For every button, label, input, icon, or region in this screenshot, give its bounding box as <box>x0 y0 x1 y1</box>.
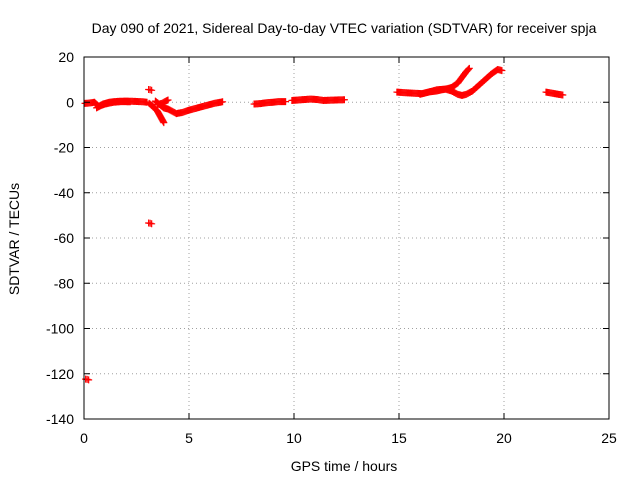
data-layer <box>81 64 567 384</box>
data-point <box>126 98 134 106</box>
x-tick-label: 5 <box>185 430 193 446</box>
y-tick-label: -140 <box>46 411 74 427</box>
axis-layer: 20 0 -20 -40 -60 -80 -100 -120 -140 0 5 10 15 20 25 <box>46 49 617 446</box>
x-axis-label: GPS time / hours <box>291 458 398 474</box>
outlier-point <box>148 220 156 228</box>
grid-layer <box>84 57 609 419</box>
outlier-point <box>82 375 90 383</box>
y-tick-label: -40 <box>54 185 74 201</box>
y-tick-label: 0 <box>66 94 74 110</box>
y-tick-label: 20 <box>58 49 74 65</box>
data-point <box>465 64 473 72</box>
data-point <box>340 96 348 104</box>
plot-frame <box>83 56 610 420</box>
outlier-point <box>145 86 153 94</box>
data-point <box>164 96 172 104</box>
y-tick-label: -80 <box>54 275 74 291</box>
y-tick-label: -20 <box>54 140 74 156</box>
x-tick-label: 25 <box>601 430 617 446</box>
chart-title: Day 090 of 2021, Sidereal Day-to-day VTE… <box>92 20 597 36</box>
y-tick-label: -60 <box>54 230 74 246</box>
outlier-point <box>85 376 93 384</box>
outlier-point <box>145 219 153 227</box>
data-point <box>160 119 168 127</box>
x-tick-label: 10 <box>286 430 302 446</box>
y-tick-label: -120 <box>46 366 74 382</box>
outlier-point <box>148 86 156 94</box>
data-point <box>498 67 506 75</box>
x-tick-label: 0 <box>80 430 88 446</box>
y-tick-label: -100 <box>46 321 74 337</box>
data-point <box>464 66 472 74</box>
data-point <box>219 98 227 106</box>
x-tick-label: 15 <box>391 430 407 446</box>
x-tick-label: 20 <box>496 430 512 446</box>
data-point <box>282 98 290 106</box>
data-point <box>559 91 567 99</box>
data-point <box>465 65 473 73</box>
y-axis-label: SDTVAR / TECUs <box>6 183 22 295</box>
